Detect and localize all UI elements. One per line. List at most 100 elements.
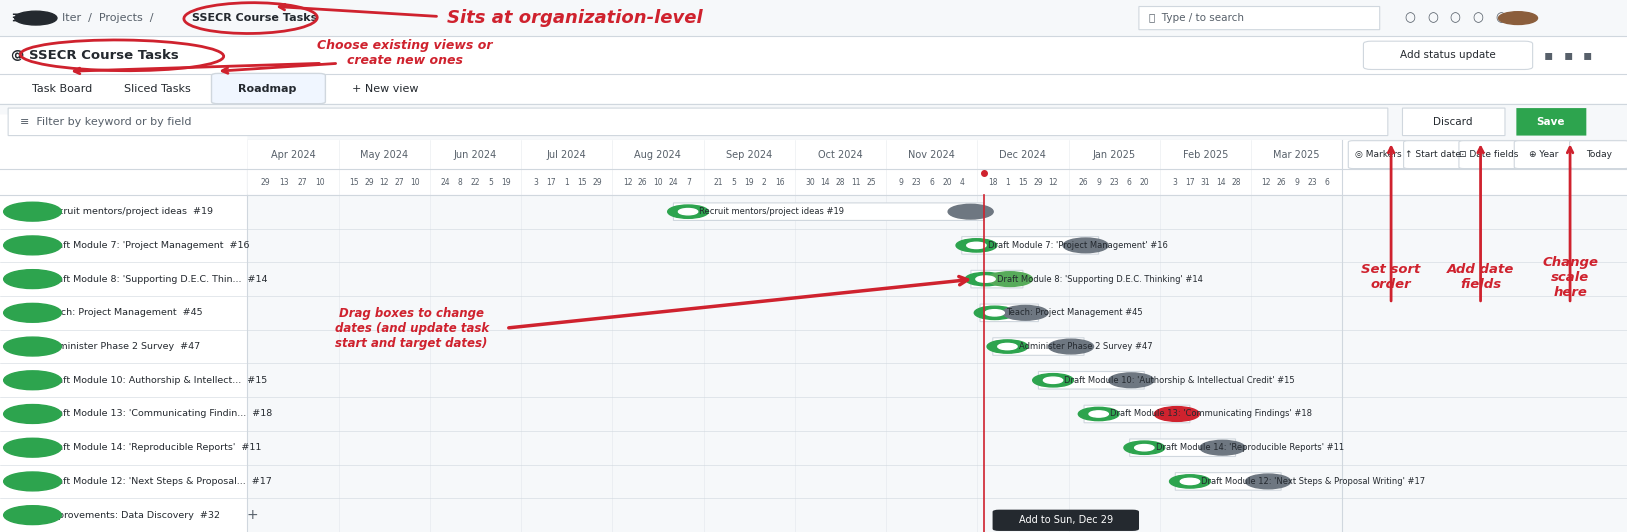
Text: +: + [246,508,259,522]
Text: 14: 14 [820,178,830,187]
Text: Sliced Tasks: Sliced Tasks [124,84,192,94]
Text: 2: 2 [10,240,16,251]
Text: 19: 19 [501,178,511,187]
Text: 28: 28 [1232,178,1240,187]
Text: Iter  /  Projects  /: Iter / Projects / [62,13,161,23]
Text: 4: 4 [960,178,965,187]
FancyBboxPatch shape [674,203,984,220]
Text: ○: ○ [1495,12,1507,24]
Text: 26: 26 [1079,178,1088,187]
Circle shape [1062,238,1108,253]
FancyBboxPatch shape [0,114,247,169]
Circle shape [3,202,62,221]
Circle shape [15,11,57,25]
FancyBboxPatch shape [1175,472,1280,490]
Text: Draft Module 10: 'Authorship & Intellectual Credit' #15: Draft Module 10: 'Authorship & Intellect… [1064,376,1295,385]
Text: ↑ Start date: ↑ Start date [1406,150,1461,159]
Circle shape [678,209,698,215]
Text: + New view: + New view [353,84,418,94]
Text: 3: 3 [10,274,16,284]
Circle shape [1170,475,1210,488]
FancyBboxPatch shape [0,104,1627,140]
Text: ○: ○ [1404,12,1415,24]
FancyBboxPatch shape [1363,41,1533,70]
Circle shape [1043,377,1062,384]
FancyBboxPatch shape [1515,140,1573,169]
Text: Jun 2024: Jun 2024 [454,149,496,160]
Circle shape [3,371,62,390]
Circle shape [3,404,62,423]
FancyBboxPatch shape [1570,140,1627,169]
Text: 15: 15 [348,178,358,187]
Circle shape [1088,411,1108,417]
Circle shape [3,472,62,491]
FancyBboxPatch shape [992,338,1084,355]
Text: 7: 7 [10,409,16,419]
Text: Oct 2024: Oct 2024 [818,149,862,160]
Text: 15: 15 [578,178,587,187]
Text: 23: 23 [1306,178,1316,187]
Circle shape [3,303,62,322]
Text: Drag boxes to change
dates (and update task
start and target dates): Drag boxes to change dates (and update t… [335,306,488,350]
Text: 9: 9 [1097,178,1101,187]
Text: Draft Module 8: 'Supporting D.E.C. Thinking' #14: Draft Module 8: 'Supporting D.E.C. Think… [997,275,1202,284]
FancyBboxPatch shape [1516,108,1586,136]
Text: Change
scale
here: Change scale here [1542,256,1598,298]
Text: ⊡ Date fields: ⊡ Date fields [1459,150,1518,159]
Text: Administer Phase 2 Survey #47: Administer Phase 2 Survey #47 [1019,342,1152,351]
Text: 24: 24 [669,178,678,187]
Text: Teach: Project Management  #45: Teach: Project Management #45 [46,309,203,317]
FancyBboxPatch shape [1404,140,1463,169]
Text: 17: 17 [1186,178,1194,187]
Text: Today: Today [1586,150,1612,159]
Text: 18: 18 [988,178,997,187]
Text: 26: 26 [638,178,648,187]
Circle shape [965,272,1005,286]
Circle shape [1498,12,1538,24]
FancyBboxPatch shape [1342,140,1627,169]
Circle shape [988,340,1028,353]
Text: 23: 23 [911,178,921,187]
FancyBboxPatch shape [979,304,1038,321]
FancyBboxPatch shape [212,73,325,104]
Text: Dec 2024: Dec 2024 [999,149,1046,160]
Circle shape [997,343,1017,350]
Text: 5: 5 [10,342,16,352]
Circle shape [3,236,62,255]
Text: Task Board: Task Board [31,84,93,94]
Text: Draft Module 8: 'Supporting D.E.C. Thin...  #14: Draft Module 8: 'Supporting D.E.C. Thin.… [46,275,267,284]
Text: Draft Module 13: 'Communicating Findin...  #18: Draft Module 13: 'Communicating Findin..… [46,410,272,419]
FancyBboxPatch shape [1459,140,1518,169]
Text: Improvements: Data Discovery  #32: Improvements: Data Discovery #32 [46,511,220,520]
Text: 10: 10 [410,178,420,187]
Text: ▪: ▪ [1544,48,1554,62]
Text: Add to Sun, Dec 29: Add to Sun, Dec 29 [1019,516,1113,525]
Text: ≡  Filter by keyword or by field: ≡ Filter by keyword or by field [20,117,190,127]
Text: Set sort
order: Set sort order [1362,263,1420,291]
Circle shape [984,310,1004,316]
Text: 31: 31 [1201,178,1210,187]
Text: Save: Save [1536,117,1565,127]
Text: 1: 1 [1005,178,1010,187]
FancyBboxPatch shape [1349,140,1407,169]
FancyBboxPatch shape [1402,108,1505,136]
Text: Add status update: Add status update [1401,51,1495,60]
Text: 9: 9 [10,477,16,486]
Circle shape [975,306,1015,320]
Text: SSECR Course Tasks: SSECR Course Tasks [192,13,317,23]
Text: 7: 7 [687,178,691,187]
Text: Administer Phase 2 Survey  #47: Administer Phase 2 Survey #47 [46,342,200,351]
Text: 9: 9 [898,178,903,187]
Circle shape [1108,373,1154,388]
Text: Discard: Discard [1433,117,1472,127]
FancyBboxPatch shape [1084,405,1189,423]
Circle shape [1246,474,1290,489]
Text: ◎ Markers: ◎ Markers [1355,150,1401,159]
Text: Mar 2025: Mar 2025 [1274,149,1319,160]
Circle shape [957,239,997,252]
Text: 23: 23 [1110,178,1119,187]
Text: 2: 2 [761,178,766,187]
Text: Draft Module 13: 'Communicating Findings' #18: Draft Module 13: 'Communicating Findings… [1110,410,1311,419]
FancyBboxPatch shape [0,36,1627,74]
Text: 20: 20 [1141,178,1149,187]
